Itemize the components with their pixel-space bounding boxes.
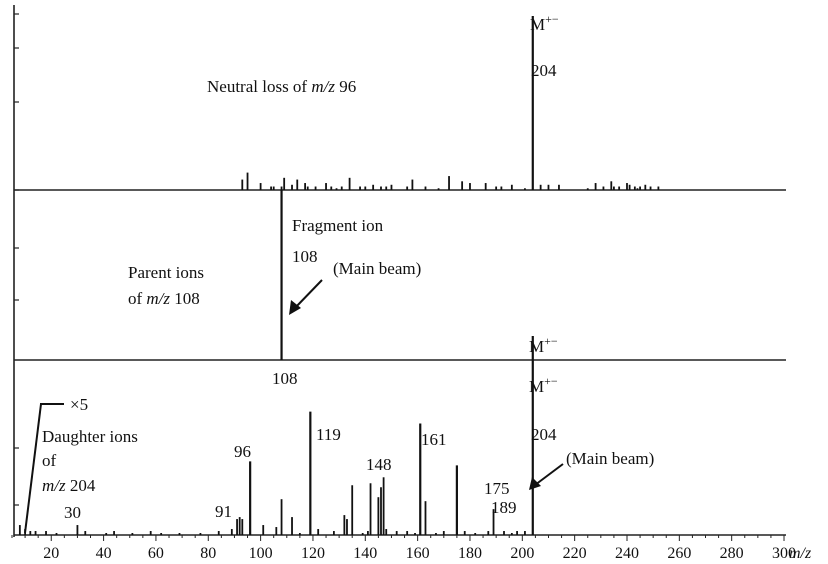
panel-3-title-line2-part: of [42, 451, 57, 470]
x-tick-label: 80 [200, 545, 216, 562]
panel-3-annotation: 175 [484, 479, 510, 498]
panel-3-annotation: (Main beam) [566, 449, 654, 468]
x-tick-label: 160 [406, 545, 430, 562]
x-tick-label: 40 [96, 545, 112, 562]
panel-1-title-part: Neutral loss of [207, 77, 311, 96]
panel-3-title-line1-part: Daughter ions [42, 427, 138, 446]
x-tick-label: 20 [43, 545, 59, 562]
x-tick-label: 220 [563, 545, 587, 562]
bars [18, 16, 660, 535]
panel-3-annotation: 148 [366, 455, 392, 474]
x-tick-label: 60 [148, 545, 164, 562]
panel-2-title-line1-part: Parent ions [128, 263, 204, 282]
x-tick-label: 280 [720, 545, 744, 562]
panel-2-title-line2-part: of [128, 289, 146, 308]
panel-1-title-part: m/z [311, 77, 335, 96]
x-tick-label: 260 [667, 545, 691, 562]
panel-2-title-line2-part: m/z [146, 289, 170, 308]
x-tick-label: 200 [510, 545, 534, 562]
panel-3-molecular-ion-label: M+− [529, 374, 558, 396]
panel-1-title: Neutral loss of m/z 96 [207, 77, 356, 96]
panel-3-arrow-shaft [534, 463, 564, 486]
panel-1-peak-label: 204 [531, 61, 557, 80]
panel-3-annotation: 204 [531, 425, 557, 444]
x-tick-label: 140 [353, 545, 377, 562]
panel-2-title-line2-part: 108 [170, 289, 200, 308]
panel-2-arrow-shaft [293, 279, 323, 310]
panel-3-arrow-head [529, 477, 541, 490]
panel-3-annotation: 30 [64, 503, 81, 522]
zoom-bracket-line [24, 403, 42, 534]
panel-2-peak-label: 108 [292, 247, 318, 266]
panel-3-title-line3-part: 204 [66, 476, 96, 495]
panel-3-title-line2: of [42, 451, 57, 470]
panel-3-annotation: 108 [272, 369, 298, 388]
panel-3-title-line3: m/z 204 [42, 476, 96, 495]
panel-3-annotation: 119 [316, 425, 341, 444]
panel-2-molecular-ion-label: M+− [529, 334, 558, 356]
x-tick-label: 100 [249, 545, 273, 562]
panel-3-annotation: ×5 [70, 395, 88, 414]
x-tick-label: 120 [301, 545, 325, 562]
panel-3-title-line3-part: m/z [42, 476, 66, 495]
panel-1-molecular-ion-label: M+− [530, 12, 559, 34]
panel-2-fragment-label: Fragment ion [292, 216, 384, 235]
panel-3-annotation: 91 [215, 502, 232, 521]
x-tick-label: 180 [458, 545, 482, 562]
x-tick-label: 300 [772, 545, 796, 562]
labels: 20 40 60 80 100 120 140 160 180 200 220 240 260 280 30… [24, 12, 812, 562]
panel-2-title-line2: of m/z 108 [128, 289, 200, 308]
panel-1-title-part: 96 [335, 77, 356, 96]
panel-3-annotation: 161 [421, 430, 447, 449]
panel-2-main-beam-label: (Main beam) [333, 259, 421, 278]
x-tick-label: 240 [615, 545, 639, 562]
axes [11, 5, 786, 541]
panel-3-annotation: 189 [491, 498, 517, 517]
panel-3-title-line1: Daughter ions [42, 427, 138, 446]
panel-2-arrow-head [289, 300, 301, 315]
panel-3-annotation: 96 [234, 442, 251, 461]
panel-2-title-line1: Parent ions [128, 263, 204, 282]
x-axis-label: m/z [789, 545, 812, 562]
